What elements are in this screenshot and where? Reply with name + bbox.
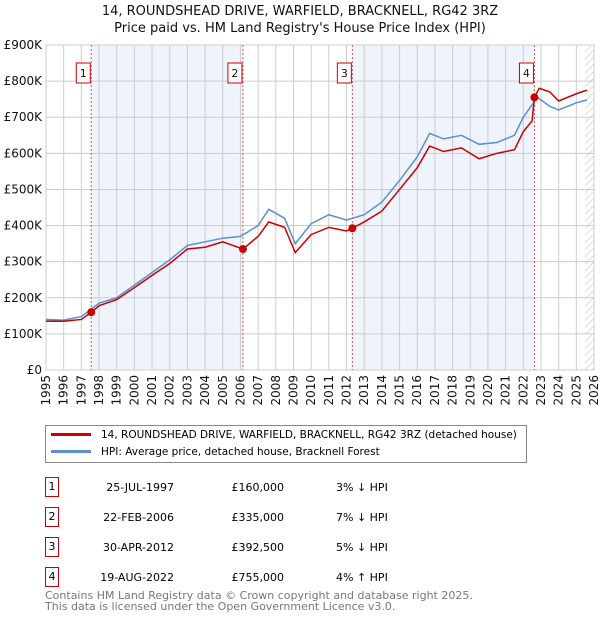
x-tick-label: 2002 — [163, 375, 177, 406]
transaction-date: 19-AUG-2022 — [100, 570, 174, 584]
transaction-date: 30-APR-2012 — [102, 540, 174, 554]
transaction-hpi: 5% ↓ HPI — [336, 540, 388, 554]
x-tick-label: 2009 — [286, 375, 300, 406]
transaction-number: 2 — [45, 507, 59, 527]
x-tick-label: 2023 — [534, 375, 548, 406]
legend-blue-line — [51, 450, 91, 453]
x-tick-label: 1999 — [110, 375, 124, 406]
marker-label-box — [336, 62, 352, 84]
sale-marker — [530, 93, 539, 102]
x-tick-label: 1997 — [74, 375, 88, 406]
marker-label: 1 — [80, 67, 87, 80]
x-tick-label: 2012 — [340, 375, 354, 406]
y-tick-label: £800K — [4, 74, 44, 88]
forecast-hatch — [585, 45, 594, 370]
x-tick-label: 2024 — [552, 375, 566, 406]
shaded-range — [352, 45, 535, 370]
x-tick-label: 2008 — [269, 375, 283, 406]
marker-label-box — [227, 62, 243, 84]
marker-label: 3 — [341, 67, 348, 80]
transaction-date: 22-FEB-2006 — [103, 510, 174, 524]
y-tick-label: £500K — [4, 182, 44, 196]
x-tick-label: 2026 — [587, 375, 600, 406]
legend: 14, ROUNDSHEAD DRIVE, WARFIELD, BRACKNEL… — [45, 425, 527, 463]
x-tick-label: 2013 — [357, 375, 371, 406]
price-chart: £0 £100K £200K £300K £400K £500K £600K £700K £80… — [4, 38, 600, 406]
x-tick-label: 2025 — [569, 375, 583, 406]
x-tick-label: 2014 — [375, 375, 389, 406]
transaction-row: 4 19-AUG-2022 £755,000 4% ↑ HPI — [45, 567, 388, 587]
marker-label-box — [75, 62, 91, 84]
series-line — [46, 87, 588, 322]
x-tick-label: 2017 — [428, 375, 442, 406]
y-tick-label: £900K — [4, 38, 44, 52]
marker-label-box — [518, 62, 534, 84]
transaction-price: £755,000 — [231, 570, 285, 584]
x-tick-label: 2000 — [127, 375, 141, 406]
y-tick-label: £300K — [4, 255, 44, 269]
y-tick-label: £200K — [4, 291, 44, 305]
transaction-hpi: 7% ↓ HPI — [336, 510, 388, 524]
shaded-range — [91, 45, 243, 370]
sale-marker — [238, 245, 247, 254]
transaction-price: £335,000 — [231, 510, 285, 524]
transaction-date: 25-JUL-1997 — [106, 480, 174, 494]
transaction-price: £160,000 — [231, 480, 285, 494]
transaction-row: 2 22-FEB-2006 £335,000 7% ↓ HPI — [45, 507, 388, 527]
transaction-row: 3 30-APR-2012 £392,500 5% ↓ HPI — [45, 537, 388, 557]
x-tick-label: 2021 — [499, 375, 513, 406]
x-tick-label: 2004 — [198, 375, 212, 406]
y-tick-label: £100K — [4, 327, 44, 341]
sale-marker — [348, 224, 357, 233]
x-tick-label: 2020 — [481, 375, 495, 406]
x-tick-label: 2011 — [322, 375, 336, 406]
x-tick-label: 1996 — [57, 375, 71, 406]
transaction-hpi: 4% ↑ HPI — [336, 570, 388, 584]
y-tick-label: £400K — [4, 219, 44, 233]
x-tick-label: 1995 — [39, 375, 53, 406]
x-tick-label: 1998 — [92, 375, 106, 406]
x-tick-label: 2015 — [393, 375, 407, 406]
y-tick-label: £600K — [4, 146, 44, 160]
x-tick-label: 2018 — [446, 375, 460, 406]
marker-label: 4 — [523, 67, 530, 80]
marker-label: 2 — [231, 67, 238, 80]
x-tick-label: 2019 — [463, 375, 477, 406]
footer-line-1: Contains HM Land Registry data © Crown c… — [45, 589, 473, 602]
footer-line-2: This data is licensed under the Open Gov… — [45, 600, 396, 613]
series-line — [45, 96, 588, 321]
x-tick-label: 2022 — [516, 375, 530, 406]
y-tick-label: £700K — [4, 110, 44, 124]
x-tick-label: 2001 — [145, 375, 159, 406]
x-tick-label: 2006 — [233, 375, 247, 406]
sale-marker — [87, 308, 96, 317]
legend-property: 14, ROUNDSHEAD DRIVE, WARFIELD, BRACKNEL… — [101, 428, 517, 441]
transaction-hpi: 3% ↓ HPI — [336, 480, 388, 494]
x-tick-label: 2010 — [304, 375, 318, 406]
legend-red-line — [51, 433, 91, 436]
footer: Contains HM Land Registry data © Crown c… — [45, 590, 473, 612]
transaction-number: 3 — [45, 537, 59, 557]
transaction-number: 1 — [45, 477, 59, 497]
transaction-price: £392,500 — [231, 540, 285, 554]
transaction-row: 1 25-JUL-1997 £160,000 3% ↓ HPI — [45, 477, 388, 497]
legend-hpi: HPI: Average price, detached house, Brac… — [101, 445, 380, 458]
x-tick-label: 2016 — [410, 375, 424, 406]
x-tick-label: 2003 — [180, 375, 194, 406]
chart-title: 14, ROUNDSHEAD DRIVE, WARFIELD, BRACKNEL… — [101, 4, 499, 19]
chart-subtitle: Price paid vs. HM Land Registry's House … — [114, 21, 486, 36]
transaction-number: 4 — [45, 567, 59, 587]
x-tick-label: 2005 — [216, 375, 230, 406]
y-tick-label: £0 — [27, 363, 42, 377]
x-tick-label: 2007 — [251, 375, 265, 406]
